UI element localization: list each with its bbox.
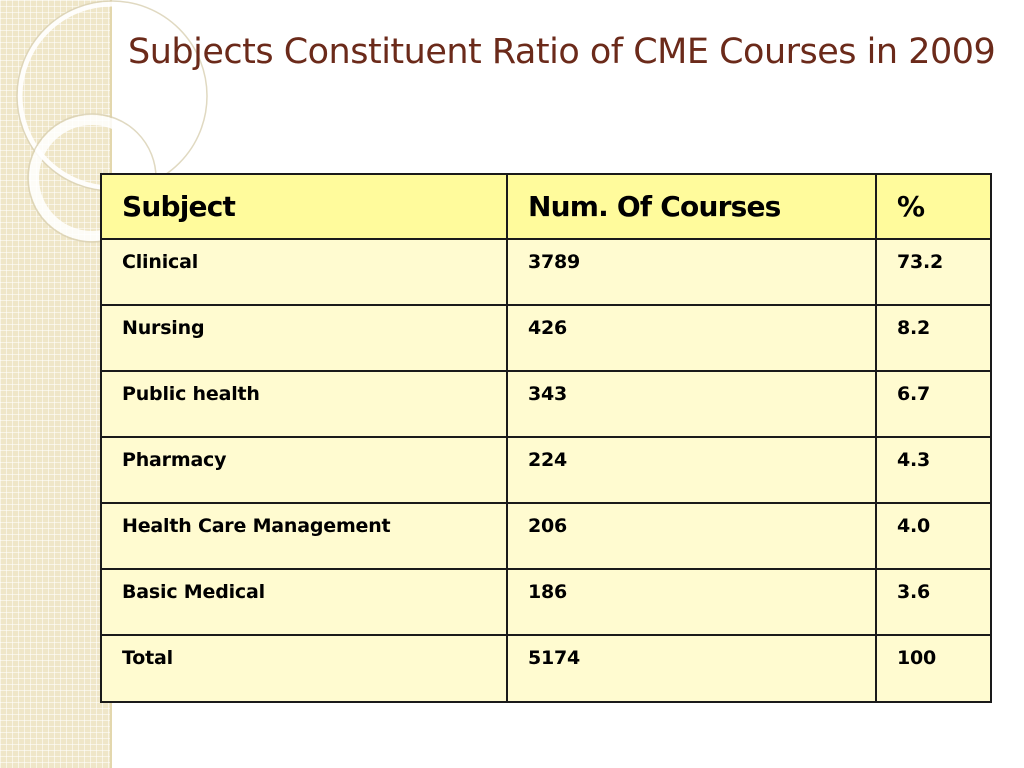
header-num-courses: Num. Of Courses: [506, 173, 877, 240]
cell-subject: Nursing: [100, 304, 508, 372]
table-row: Pharmacy 224 4.3: [100, 436, 992, 504]
table-row: Health Care Management 206 4.0: [100, 502, 992, 570]
cell-num-courses: 186: [506, 568, 877, 636]
cell-percent: 4.0: [875, 502, 992, 570]
table-row: Nursing 426 8.2: [100, 304, 992, 372]
cell-percent: 4.3: [875, 436, 992, 504]
cell-subject: Total: [100, 634, 508, 703]
table-row: Clinical 3789 73.2: [100, 238, 992, 306]
cell-percent: 73.2: [875, 238, 992, 306]
cell-percent: 3.6: [875, 568, 992, 636]
cell-num-courses: 206: [506, 502, 877, 570]
data-table: Subject Num. Of Courses % Clinical 3789 …: [100, 173, 992, 703]
table-header-row: Subject Num. Of Courses %: [100, 173, 992, 240]
cell-num-courses: 3789: [506, 238, 877, 306]
header-subject: Subject: [100, 173, 508, 240]
table-row: Public health 343 6.7: [100, 370, 992, 438]
cell-subject: Clinical: [100, 238, 508, 306]
cell-num-courses: 343: [506, 370, 877, 438]
cell-subject: Pharmacy: [100, 436, 508, 504]
cell-subject: Health Care Management: [100, 502, 508, 570]
cell-percent: 8.2: [875, 304, 992, 372]
table-total-row: Total 5174 100: [100, 634, 992, 703]
cell-num-courses: 426: [506, 304, 877, 372]
cell-num-courses: 224: [506, 436, 877, 504]
slide-title: Subjects Constituent Ratio of CME Course…: [128, 32, 996, 72]
cell-subject: Basic Medical: [100, 568, 508, 636]
cell-percent: 6.7: [875, 370, 992, 438]
cell-num-courses: 5174: [506, 634, 877, 703]
table-row: Basic Medical 186 3.6: [100, 568, 992, 636]
header-percent: %: [875, 173, 992, 240]
cell-subject: Public health: [100, 370, 508, 438]
cell-percent: 100: [875, 634, 992, 703]
